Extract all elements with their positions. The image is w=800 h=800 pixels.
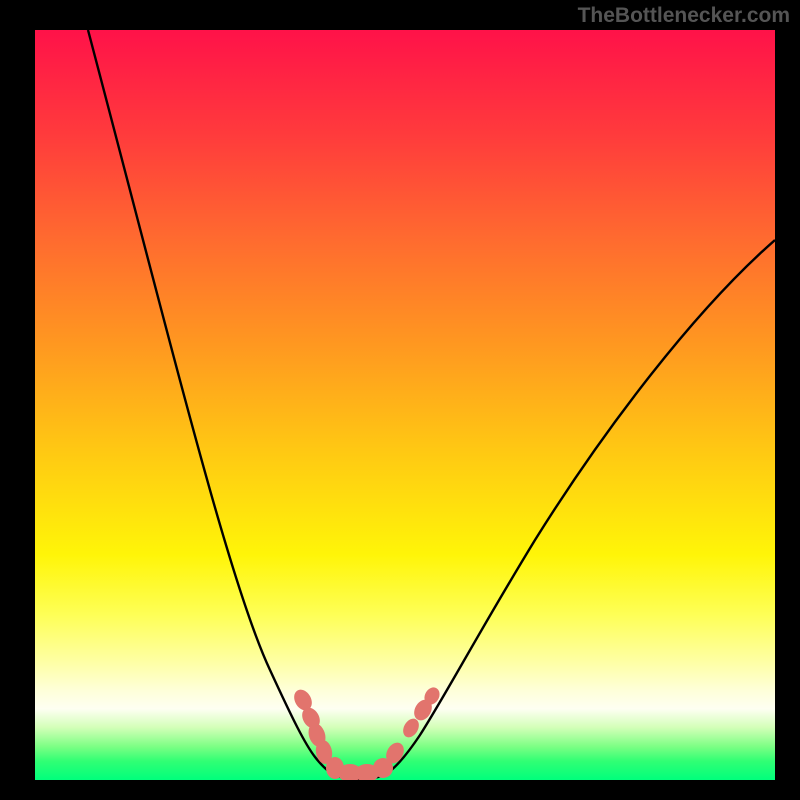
plot-area (35, 30, 775, 780)
chart-frame: TheBottlenecker.com (0, 0, 800, 800)
plot-svg (35, 30, 775, 780)
watermark-text: TheBottlenecker.com (578, 4, 790, 28)
gradient-background (35, 30, 775, 780)
